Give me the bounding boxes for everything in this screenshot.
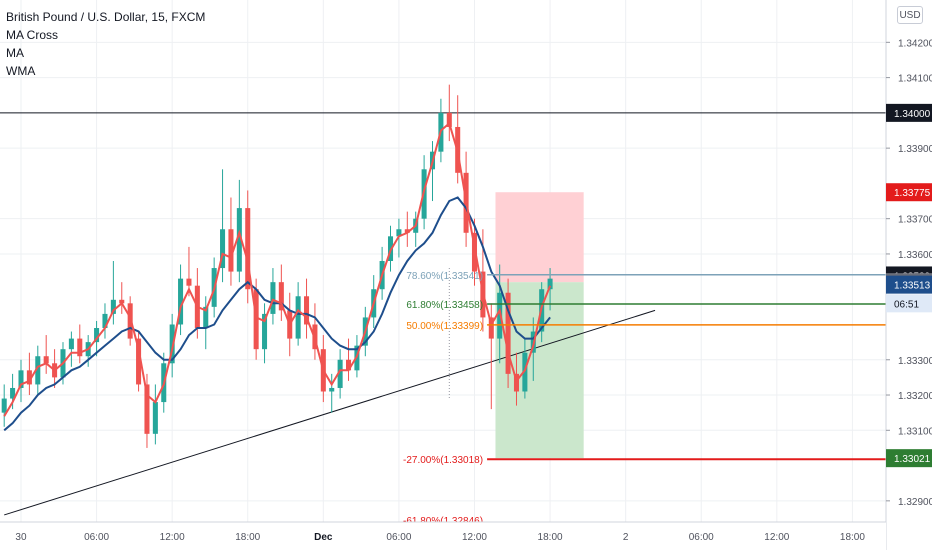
candle-body bbox=[396, 229, 402, 237]
candle-body bbox=[35, 356, 41, 385]
price-tag bbox=[886, 183, 932, 202]
time-tick-label: 06:00 bbox=[84, 532, 109, 543]
candle-body bbox=[236, 208, 242, 272]
time-tick-label: 06:00 bbox=[386, 532, 411, 543]
price-tag bbox=[886, 294, 932, 313]
candle-body bbox=[43, 356, 49, 364]
candle-body bbox=[203, 306, 209, 329]
candle-body bbox=[329, 387, 335, 392]
candle-body bbox=[68, 338, 74, 350]
candle-body bbox=[497, 292, 503, 339]
price-tick-label: 1.33300 bbox=[898, 356, 932, 367]
wma-line bbox=[3, 121, 552, 417]
price-axis: 1.34200 1.34100 1.33900 1.33700 1.33600 1.333… bbox=[885, 0, 932, 550]
candle-body bbox=[178, 278, 184, 325]
trendline bbox=[4, 309, 656, 516]
candle-body bbox=[220, 229, 226, 269]
time-tick-label: 12:00 bbox=[764, 532, 789, 543]
price-tick-label: 1.34100 bbox=[898, 74, 932, 85]
candle-body bbox=[144, 384, 150, 434]
candle-body bbox=[152, 402, 158, 434]
candle-body bbox=[94, 328, 100, 343]
candle-body bbox=[186, 278, 192, 286]
candle-body bbox=[228, 229, 234, 272]
candle-body bbox=[18, 370, 24, 388]
time-tick-label: 18:00 bbox=[235, 532, 260, 543]
candle-body bbox=[102, 313, 108, 329]
price-tag-text: 1.33775 bbox=[894, 188, 931, 199]
price-tick-label: 1.33700 bbox=[898, 215, 932, 226]
candle-body bbox=[169, 324, 175, 364]
candle-body bbox=[253, 289, 259, 350]
indicator-series bbox=[3, 121, 552, 432]
time-tick-label: 06:00 bbox=[689, 532, 714, 543]
candle-body bbox=[446, 112, 452, 127]
candle-body bbox=[346, 359, 352, 371]
time-tick-label: 12:00 bbox=[462, 532, 487, 543]
candle-body bbox=[304, 296, 310, 325]
price-tick-label: 1.33200 bbox=[898, 391, 932, 402]
candle-body bbox=[547, 278, 553, 290]
candle-body bbox=[278, 282, 284, 311]
price-tick-label: 1.33600 bbox=[898, 250, 932, 261]
price-tag-text: 1.33021 bbox=[894, 454, 931, 465]
hline-price-tag bbox=[886, 103, 932, 122]
chart-legend: British Pound / U.S. Dollar, 15, FXCM MA… bbox=[6, 8, 205, 80]
candle-body bbox=[488, 317, 494, 339]
candle-body bbox=[110, 299, 116, 314]
time-axis-bg bbox=[0, 522, 886, 550]
candle-body bbox=[505, 292, 511, 374]
candle-body bbox=[26, 370, 32, 385]
stop-loss-zone bbox=[495, 192, 584, 283]
time-tick-label: Dec bbox=[314, 532, 333, 543]
time-tick-label: 2 bbox=[623, 532, 629, 543]
price-tag-text: 06:51 bbox=[894, 299, 919, 310]
time-tick-label: 18:00 bbox=[840, 532, 865, 543]
candles-layer bbox=[1, 84, 553, 448]
candle-body bbox=[136, 338, 142, 385]
candle-body bbox=[404, 229, 410, 233]
candle-body bbox=[10, 387, 16, 399]
candle-body bbox=[1, 398, 7, 413]
candle-body bbox=[119, 299, 125, 304]
ma-line bbox=[3, 196, 551, 432]
time-axis: 30 06:00 12:00 18:00 Dec 06:00 12:00 18:00 2 06:0… bbox=[0, 521, 886, 550]
indicator-ma[interactable]: MA bbox=[6, 46, 24, 60]
candle-body bbox=[270, 282, 276, 314]
candle-body bbox=[337, 359, 343, 388]
fib-label: -61.80%(1.32846) bbox=[403, 516, 483, 527]
candle-body bbox=[77, 338, 83, 357]
fib-levels: 78.60%(1.33541) 61.80%(1.33458) 50.00%(1.3… bbox=[403, 271, 886, 527]
candle-body bbox=[513, 373, 520, 392]
fib-label: 61.80%(1.33458) bbox=[406, 300, 483, 311]
price-tick-label: 1.33900 bbox=[898, 144, 932, 155]
indicator-wma[interactable]: WMA bbox=[6, 64, 36, 78]
symbol-title[interactable]: British Pound / U.S. Dollar, 15, FXCM bbox=[6, 10, 206, 24]
candle-body bbox=[262, 313, 268, 350]
price-tick-label: 1.33100 bbox=[898, 426, 932, 437]
candle-body bbox=[245, 208, 251, 290]
candle-body bbox=[522, 352, 528, 392]
price-tick-label: 1.34200 bbox=[898, 38, 932, 49]
price-tag bbox=[886, 275, 932, 294]
fib-label: 50.00%(1.33399) bbox=[406, 321, 483, 332]
price-tick-label: 1.32900 bbox=[898, 497, 932, 508]
hline-price-text: 1.34000 bbox=[894, 109, 931, 120]
currency-button[interactable]: USD bbox=[897, 6, 923, 24]
fib-label: -27.00%(1.33018) bbox=[403, 455, 483, 466]
fib-label: 78.60%(1.33541) bbox=[406, 271, 483, 282]
price-tag bbox=[886, 449, 932, 468]
indicator-ma-cross[interactable]: MA Cross bbox=[6, 28, 59, 42]
price-tag-text: 1.33513 bbox=[894, 281, 931, 292]
time-tick-label: 18:00 bbox=[538, 532, 563, 543]
candle-body bbox=[295, 296, 301, 339]
time-tick-label: 12:00 bbox=[160, 532, 185, 543]
time-tick-label: 30 bbox=[15, 532, 27, 543]
